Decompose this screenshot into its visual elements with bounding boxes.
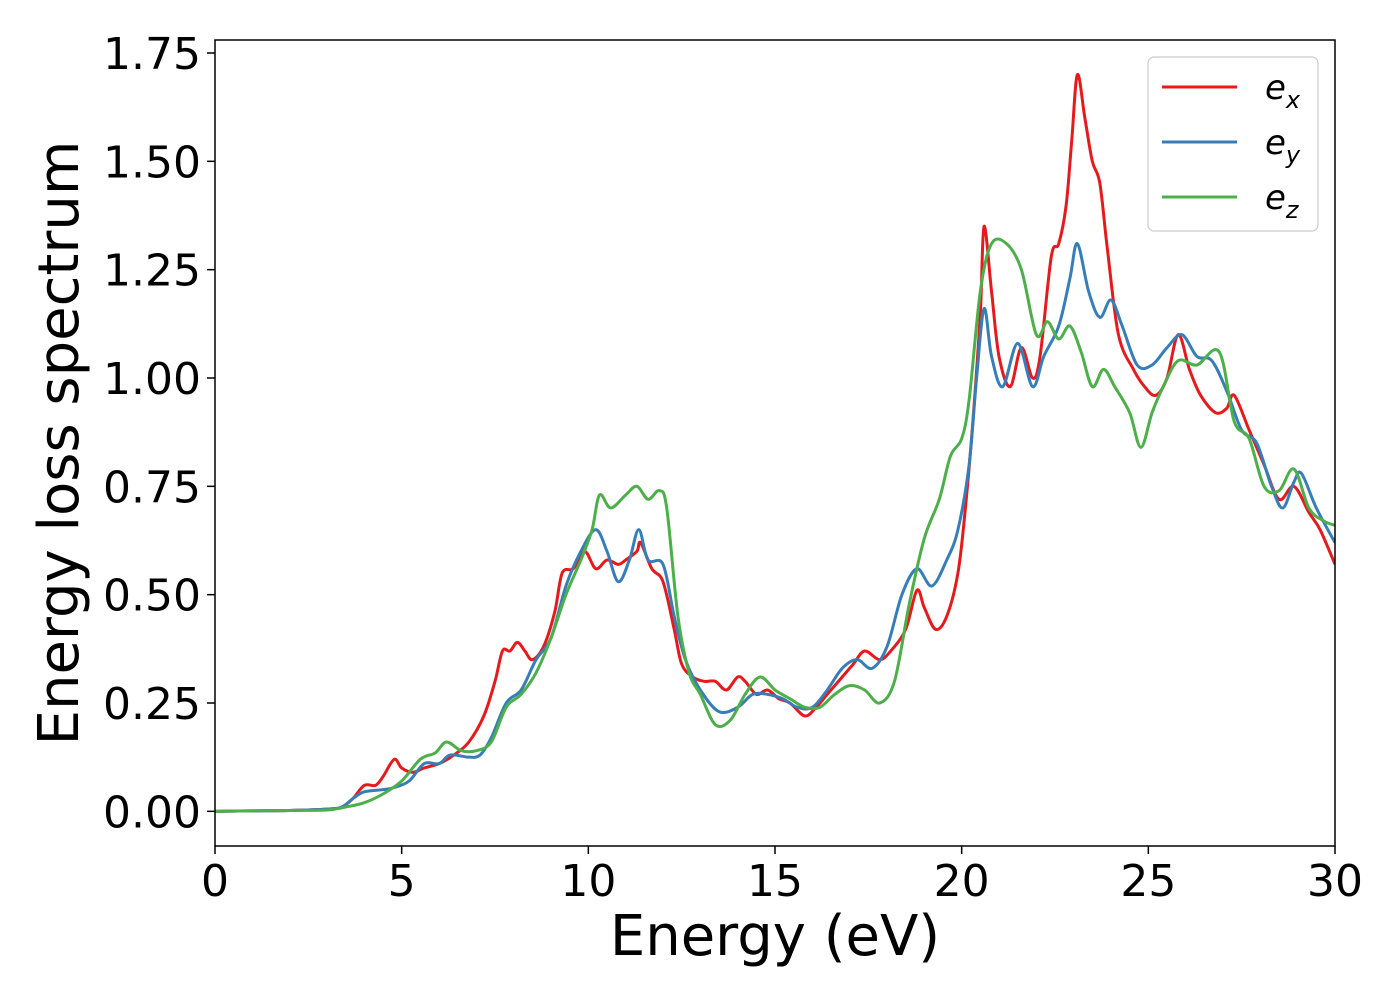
y-tick-label: 0.50: [103, 571, 201, 622]
y-tick-label: 0.75: [103, 462, 201, 513]
series-line-e-x: [215, 73, 1335, 813]
x-tick-label: 5: [388, 856, 416, 907]
x-tick-label: 0: [201, 856, 229, 907]
legend-label-z: ez: [1265, 178, 1300, 224]
x-tick-label: 25: [1120, 856, 1176, 907]
series-line-e-y: [215, 242, 1335, 813]
legend-items: ex ey ez: [1162, 68, 1301, 224]
y-axis-title: Energy loss spectrum: [27, 141, 92, 746]
x-tick-label: 30: [1307, 856, 1363, 907]
x-tick-label: 20: [934, 856, 990, 907]
legend-label-x: ex: [1265, 68, 1301, 114]
x-tick-label: 10: [560, 856, 616, 907]
y-tick-label: 0.25: [103, 679, 201, 730]
x-axis-title: Energy (eV): [610, 904, 940, 969]
legend: ex ey ez: [1147, 56, 1319, 232]
y-tick-label: 1.75: [103, 29, 201, 80]
x-tick-label: 15: [747, 856, 803, 907]
series-line-e-z: [215, 237, 1335, 813]
ticks-layer: 0 5 10 15 20 25 30 0.00 0.25 0.50 0.75 1.00 1.25 1.50…: [103, 29, 1363, 907]
y-tick-label: 1.25: [103, 246, 201, 297]
y-tick-label: 1.00: [103, 354, 201, 405]
y-tick-label: 0.00: [103, 787, 201, 838]
legend-label-y: ey: [1265, 123, 1301, 169]
legend-box: [1147, 56, 1319, 232]
series-layer: [215, 73, 1335, 813]
y-tick-label: 1.50: [103, 137, 201, 188]
